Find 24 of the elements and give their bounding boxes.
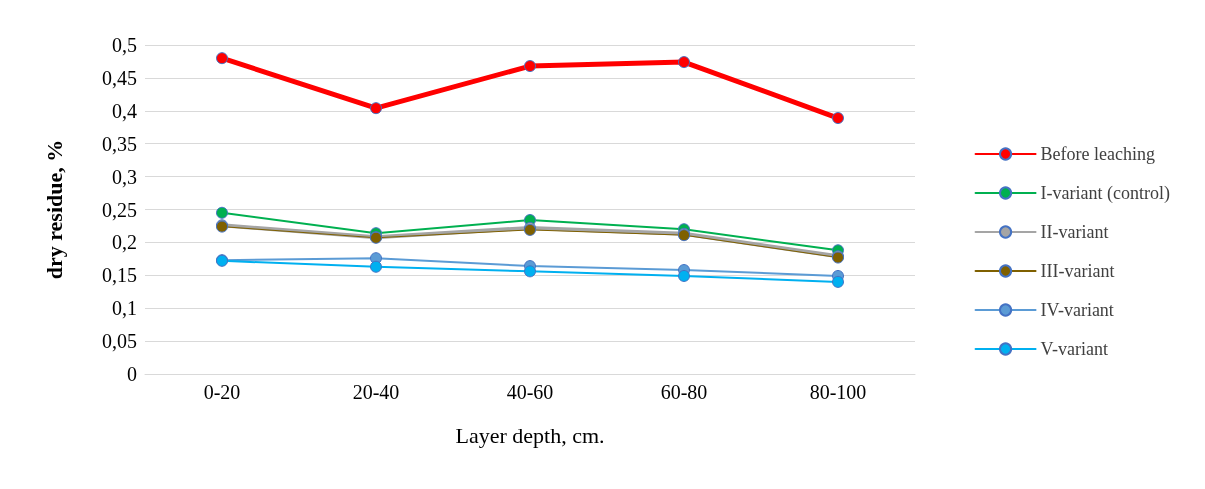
y-tick-label: 0,25 [102, 198, 137, 221]
y-axis-title: dry residue, % [41, 139, 67, 280]
y-tick-label: 0,2 [112, 231, 137, 254]
legend-label: I-variant (control) [1040, 183, 1171, 204]
x-tick-label: 60-80 [660, 381, 708, 403]
x-tick-label: 20-40 [352, 381, 400, 403]
y-tick-label: 0,5 [112, 34, 137, 56]
x-tick-label: 80-100 [809, 381, 867, 403]
y-tick-label: 0,15 [102, 264, 137, 287]
legend-label: V-variant [1040, 339, 1108, 359]
y-tick-label: 0,45 [102, 66, 137, 89]
legend-label: III-variant [1040, 261, 1115, 281]
x-axis-title: Layer depth, cm. [455, 422, 605, 448]
legend-label: IV-variant [1040, 300, 1114, 320]
y-tick-label: 0 [127, 363, 137, 385]
y-tick-label: 0,1 [112, 297, 137, 320]
x-tick-label: 0-20 [203, 381, 241, 403]
legend-label: II-variant [1040, 222, 1109, 242]
y-tick-label: 0,3 [112, 165, 137, 188]
y-tick-label: 0,05 [102, 330, 137, 353]
x-tick-label: 40-60 [506, 381, 554, 403]
y-tick-label: 0,4 [112, 99, 137, 122]
legend-label: Before leaching [1040, 144, 1156, 164]
y-tick-label: 0,35 [102, 132, 137, 155]
